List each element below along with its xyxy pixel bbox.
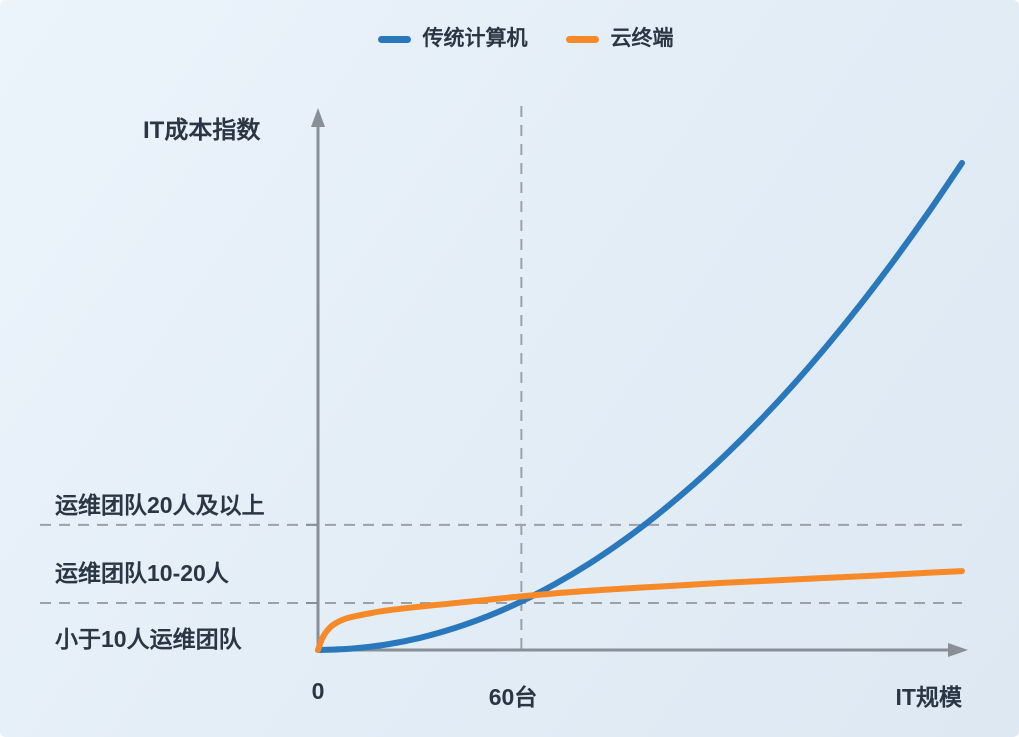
- series-curve-traditional-computer: [315, 160, 965, 653]
- y-axis-arrowhead: [311, 108, 325, 127]
- threshold-label-team-10-20: 运维团队10-20人: [55, 560, 229, 586]
- chart-legend: 传统计算机 云终端: [16, 27, 1019, 51]
- legend-label-traditional-computer: 传统计算机: [422, 27, 528, 50]
- x-tick-zero: 0: [311, 678, 325, 704]
- threshold-label-team-20-plus: 运维团队20人及以上: [55, 492, 265, 518]
- legend-swatch-traditional-computer: [377, 35, 411, 43]
- legend-item-traditional-computer: 传统计算机: [377, 27, 528, 51]
- legend-label-cloud-terminal: 云终端: [610, 27, 674, 50]
- series-curve-cloud-terminal: [315, 568, 965, 653]
- legend-item-cloud-terminal: 云终端: [565, 27, 674, 51]
- x-axis-title: IT规模: [895, 684, 962, 710]
- y-axis-title: IT成本指数: [143, 117, 261, 144]
- legend-swatch-cloud-terminal: [565, 35, 599, 43]
- x-tick-60-units: 60台: [488, 684, 538, 710]
- x-axis-arrowhead: [948, 643, 968, 657]
- zone-label-team-under-10: 小于10人运维团队: [55, 626, 242, 652]
